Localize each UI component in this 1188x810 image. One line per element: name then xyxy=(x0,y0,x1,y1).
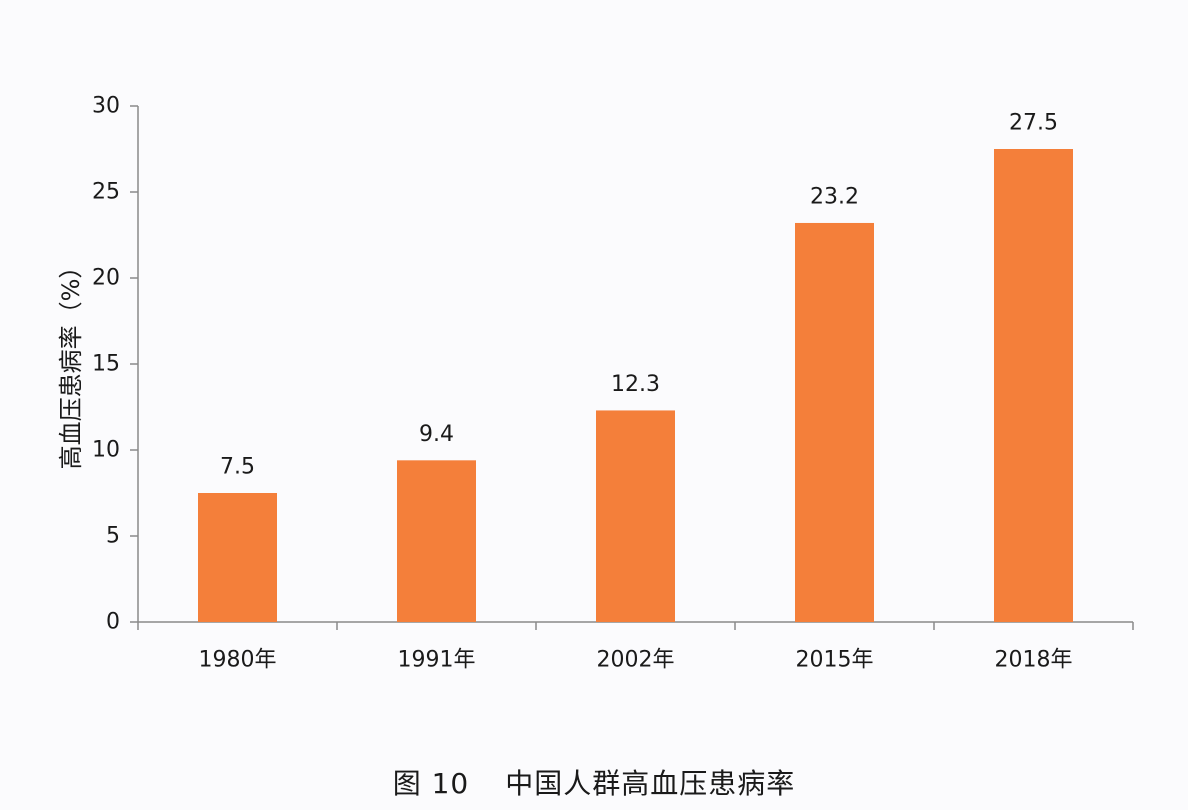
y-tick-label: 30 xyxy=(92,94,120,119)
y-tick-label: 20 xyxy=(92,266,120,291)
x-tick-label: 1980年 xyxy=(199,648,277,673)
y-tick-label: 15 xyxy=(92,352,120,377)
x-axis: 1980年 1991年 2002年 2015年 2018年 xyxy=(137,621,1134,673)
figure-number: 图 10 xyxy=(392,767,470,800)
bars: 7.5 9.4 12.3 23.2 27.5 xyxy=(198,111,1073,622)
x-tick-label: 2002年 xyxy=(597,648,675,673)
y-tick-label: 5 xyxy=(106,524,120,549)
x-tick-label: 1991年 xyxy=(398,648,476,673)
bar xyxy=(397,460,476,622)
x-tick-label: 2018年 xyxy=(995,648,1073,673)
bar-value-label: 23.2 xyxy=(810,184,859,209)
y-axis-label: 高血压患病率（%） xyxy=(57,255,85,470)
bar xyxy=(994,149,1073,622)
x-tick-label: 2015年 xyxy=(796,648,874,673)
y-axis: 0 5 10 15 20 25 30 xyxy=(92,94,139,635)
bar xyxy=(198,493,277,622)
y-tick-label: 25 xyxy=(92,180,120,205)
bar-value-label: 9.4 xyxy=(419,422,454,447)
y-tick-label: 10 xyxy=(92,438,120,463)
y-tick-label: 0 xyxy=(106,610,120,635)
figure-title: 中国人群高血压患病率 xyxy=(505,767,796,800)
bar-value-label: 27.5 xyxy=(1009,111,1058,136)
figure-caption: 图 10 中国人群高血压患病率 xyxy=(0,762,1188,802)
bar xyxy=(795,222,874,622)
bar xyxy=(596,410,675,622)
bar-value-label: 7.5 xyxy=(220,455,255,480)
bar-value-label: 12.3 xyxy=(611,372,660,397)
